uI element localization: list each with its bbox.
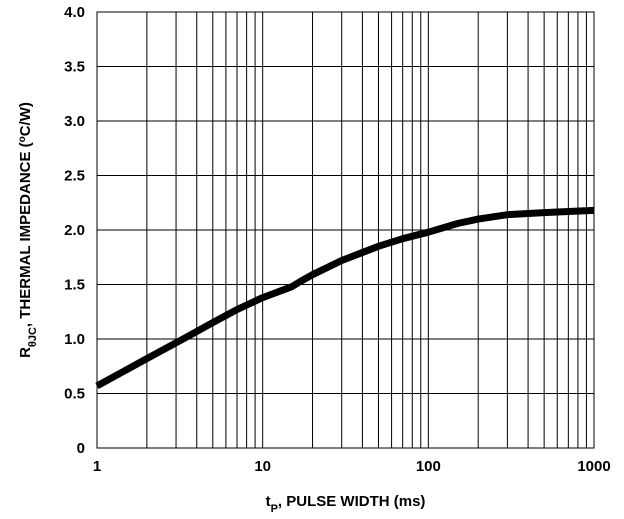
series-layer: [95, 206, 595, 389]
y-tick-label: 3.0: [64, 113, 85, 130]
y-axis-label: RθJC, THERMAL IMPEDANCE (oC/W): [17, 102, 40, 358]
x-tick-label: 1000: [577, 458, 610, 475]
y-tick-label: 0: [77, 440, 85, 457]
y-tick-labels: 0 0.5 1.0 1.5 2.0 2.5 3.0 3.5 4.0: [64, 4, 85, 457]
grid: [96, 11, 594, 449]
x-tick-label: 10: [254, 458, 271, 475]
y-tick-label: 4.0: [64, 4, 85, 21]
y-tick-label: 3.5: [64, 59, 85, 76]
x-tick-labels: 1 10 100 1000: [93, 458, 611, 475]
y-tick-label: 2.0: [64, 222, 85, 239]
x-tick-label: 1: [93, 458, 101, 475]
x-axis-label: tP, PULSE WIDTH (ms): [266, 493, 426, 515]
x-tick-label: 100: [416, 458, 441, 475]
y-tick-label: 2.5: [64, 168, 85, 185]
plot-area-frame: [96, 11, 595, 449]
series-line: [95, 206, 595, 389]
y-tick-label: 1.5: [64, 277, 85, 294]
y-tick-label: 1.0: [64, 331, 85, 348]
y-tick-label: 0.5: [64, 386, 85, 403]
